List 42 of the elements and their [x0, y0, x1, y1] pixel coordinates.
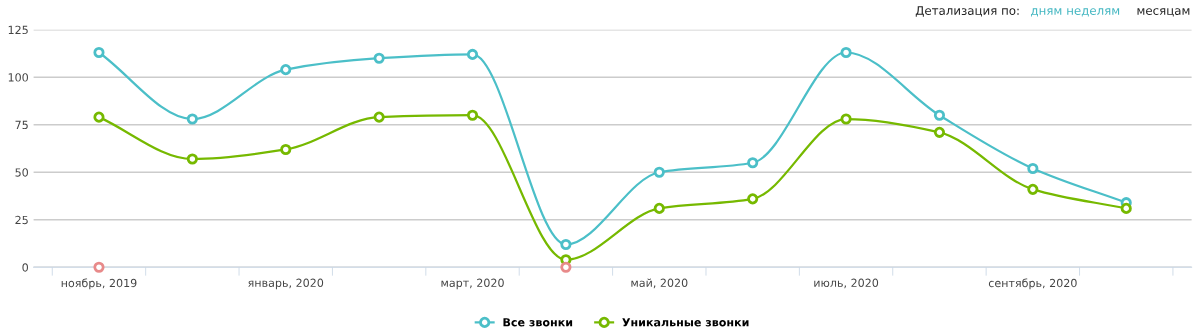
- point: [747, 193, 759, 205]
- text: неделям: [1067, 8, 1120, 17]
- y-tick-label: 50: [15, 168, 28, 177]
- point: [373, 111, 385, 123]
- point: [933, 126, 946, 138]
- point: [840, 113, 852, 125]
- x-tick-label: июль, 2020: [814, 278, 879, 289]
- x-tick-label: сентябрь, 2020: [988, 278, 1077, 290]
- point: [560, 238, 572, 251]
- point: [186, 113, 198, 125]
- y-tick-label: 100: [8, 73, 28, 82]
- x-tick-label: январь, 2020: [248, 278, 324, 290]
- point: [1120, 202, 1132, 214]
- point: [373, 52, 385, 64]
- point: [747, 157, 759, 169]
- point: [93, 261, 105, 273]
- point: [1027, 162, 1039, 175]
- point: [280, 64, 292, 76]
- x-tick-label: март, 2020: [441, 278, 504, 290]
- point: [93, 46, 105, 59]
- y-tick-label: 0: [22, 263, 28, 272]
- x-tick-label: ноябрь, 2019: [61, 278, 137, 290]
- point: [933, 109, 946, 121]
- point: [653, 202, 665, 214]
- point: [560, 261, 572, 273]
- y-tick-label: 125: [8, 25, 28, 35]
- y-tick-label: 25: [15, 215, 28, 225]
- legend-label: Все звонки: [503, 318, 573, 327]
- point: [93, 111, 105, 123]
- text: месяцам: [1137, 8, 1190, 17]
- point: [466, 109, 479, 121]
- text: дням: [1031, 8, 1062, 17]
- point: [186, 153, 198, 165]
- point: [840, 46, 852, 59]
- x-tick-label: май, 2020: [631, 278, 688, 289]
- point: [653, 166, 665, 178]
- point: [466, 48, 479, 60]
- point: [280, 143, 292, 156]
- y-tick-label: 75: [15, 120, 28, 130]
- text: Детализация по:: [915, 6, 1019, 17]
- legend-label: Уникальные звонки: [622, 318, 749, 327]
- point: [1027, 183, 1039, 195]
